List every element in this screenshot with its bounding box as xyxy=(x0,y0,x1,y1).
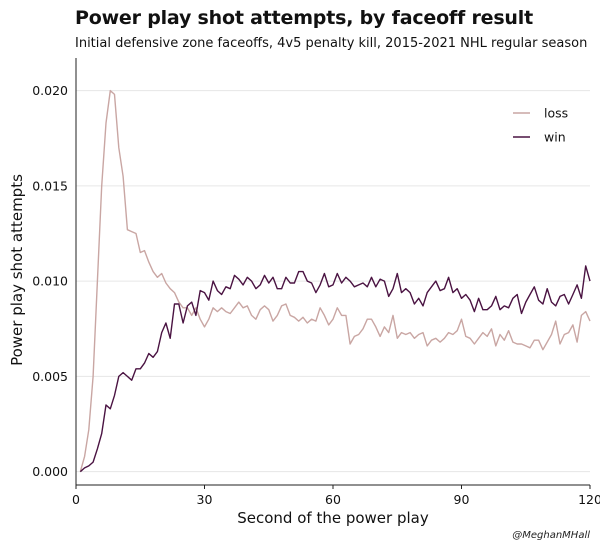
axes xyxy=(75,58,591,489)
y-tick-label: 0.000 xyxy=(32,464,68,479)
y-tick-label: 0.020 xyxy=(32,83,68,98)
x-tick-label: 60 xyxy=(325,492,341,507)
x-axis-label: Second of the power play xyxy=(237,509,429,527)
y-tick-label: 0.015 xyxy=(32,178,68,193)
legend-label-win: win xyxy=(544,130,566,145)
legend-label-loss: loss xyxy=(544,106,568,121)
x-tick-label: 30 xyxy=(197,492,213,507)
y-tick-label: 0.005 xyxy=(32,369,68,384)
y-axis-label: Power play shot attempts xyxy=(8,174,26,366)
x-tick-label: 120 xyxy=(578,492,600,507)
x-tick-label: 90 xyxy=(454,492,470,507)
series-lines xyxy=(79,89,591,473)
series-line-loss xyxy=(79,89,591,472)
grid-lines xyxy=(76,90,590,473)
series-line-win xyxy=(79,265,591,473)
legend: loss win xyxy=(513,106,568,145)
author-caption: @MeghanMHall xyxy=(512,530,590,541)
tick-labels: 0.000 0.005 0.010 0.015 0.020 0 30 60 90 120 xyxy=(32,83,600,507)
chart-title: Power play shot attempts, by faceoff res… xyxy=(75,7,533,29)
x-tick-label: 0 xyxy=(72,492,80,507)
chart-subtitle: Initial defensive zone faceoffs, 4v5 pen… xyxy=(75,36,588,51)
y-tick-label: 0.010 xyxy=(32,274,68,289)
